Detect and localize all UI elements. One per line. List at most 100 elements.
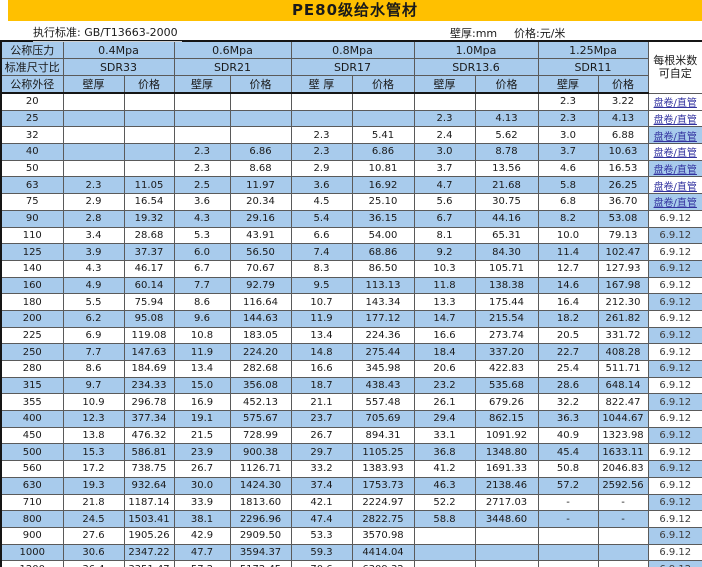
wall-thickness-cell bbox=[62, 126, 125, 145]
wall-thickness-cell: 8.3 bbox=[290, 259, 353, 278]
price-cell: 2822.75 bbox=[351, 510, 415, 528]
length-option-link[interactable]: 盘卷/直管 bbox=[653, 98, 697, 110]
wall-thickness-cell: 30.0 bbox=[173, 476, 231, 495]
price-cell: 1187.14 bbox=[123, 493, 175, 512]
price-cell: 5.62 bbox=[474, 126, 539, 145]
price-cell: 44.16 bbox=[474, 209, 539, 228]
length-option-link[interactable]: 盘卷/直管 bbox=[653, 131, 697, 143]
diameter-cell: 450 bbox=[0, 426, 64, 445]
length-option-value: 6.9.12 bbox=[659, 346, 692, 358]
table-row: 20 2.3 3.22 盘卷/直管 bbox=[0, 92, 702, 111]
price-cell: 535.68 bbox=[474, 376, 539, 395]
price-cell: 16.53 bbox=[597, 159, 649, 178]
wall-thickness-cell: 2.5 bbox=[173, 176, 231, 195]
wall-thickness-cell: 9.5 bbox=[290, 276, 353, 295]
table-row: 710 21.8 1187.14 33.9 1813.60 42.1 2224.97 52.2… bbox=[0, 493, 702, 512]
price-cell: 10.81 bbox=[351, 159, 415, 178]
wall-thickness-cell: 10.0 bbox=[537, 226, 599, 245]
price-cell: 167.98 bbox=[597, 276, 649, 295]
wall-thickness-cell: 3.7 bbox=[413, 159, 476, 178]
diameter-cell: 180 bbox=[0, 293, 64, 311]
wall-col-header: 壁厚 bbox=[62, 75, 125, 94]
price-table-body: 20 2.3 3.22 盘卷/直管 25 2.3 4.13 2.3 4.13 盘卷/直管 32 2.3… bbox=[0, 92, 702, 567]
length-option-link[interactable]: 盘卷/直管 bbox=[653, 115, 697, 127]
price-cell bbox=[351, 92, 415, 111]
wall-thickness-cell: 8.6 bbox=[173, 293, 231, 311]
length-cell[interactable]: 盘卷/直管 bbox=[647, 109, 702, 128]
length-cell: 6.9.12 bbox=[647, 293, 702, 311]
wall-thickness-cell: 33.9 bbox=[173, 493, 231, 512]
price-cell: 113.13 bbox=[351, 276, 415, 295]
price-cell: 224.20 bbox=[229, 343, 292, 361]
diameter-cell: 280 bbox=[0, 360, 64, 378]
price-cell bbox=[597, 526, 649, 545]
table-row: 900 27.6 1905.26 42.9 2909.50 53.3 3570.98 6.9.… bbox=[0, 526, 702, 545]
length-cell: 6.9.12 bbox=[647, 243, 702, 261]
price-cell: 184.69 bbox=[123, 360, 175, 378]
wall-thickness-cell: 2.9 bbox=[290, 159, 353, 178]
length-cell[interactable]: 盘卷/直管 bbox=[647, 126, 702, 145]
length-cell: 6.9.12 bbox=[647, 510, 702, 528]
price-cell bbox=[474, 560, 539, 567]
wall-thickness-cell: 37.4 bbox=[290, 476, 353, 495]
price-cell: 11.05 bbox=[123, 176, 175, 195]
wall-thickness-cell: 38.1 bbox=[173, 510, 231, 528]
wall-thickness-cell: 3.4 bbox=[62, 226, 125, 245]
wall-thickness-cell: 2.9 bbox=[62, 193, 125, 211]
diameter-cell: 63 bbox=[0, 176, 64, 195]
wall-thickness-cell: 27.6 bbox=[62, 526, 125, 545]
wall-thickness-cell: 5.5 bbox=[62, 293, 125, 311]
wall-thickness-cell: 13.3 bbox=[413, 293, 476, 311]
price-cell: 46.17 bbox=[123, 259, 175, 278]
length-option-value: 6.9.12 bbox=[659, 513, 692, 525]
wall-thickness-cell bbox=[413, 560, 476, 567]
length-option-link[interactable]: 盘卷/直管 bbox=[653, 181, 697, 193]
price-cell: 2046.83 bbox=[597, 460, 649, 478]
wall-thickness-cell: 3.9 bbox=[62, 243, 125, 261]
diameter-cell: 20 bbox=[0, 92, 64, 111]
price-col-header: 价格 bbox=[597, 75, 649, 94]
length-cell[interactable]: 盘卷/直管 bbox=[647, 176, 702, 195]
length-option-value: 6.9.12 bbox=[659, 263, 692, 275]
wall-thickness-cell bbox=[62, 92, 125, 111]
length-option-link[interactable]: 盘卷/直管 bbox=[653, 148, 697, 160]
price-cell: 144.63 bbox=[229, 309, 292, 328]
diameter-cell: 1000 bbox=[0, 543, 64, 562]
price-cell: 127.93 bbox=[597, 259, 649, 278]
price-cell: 1905.26 bbox=[123, 526, 175, 545]
price-cell bbox=[474, 526, 539, 545]
length-cell: 6.9.12 bbox=[647, 309, 702, 328]
length-option-link[interactable]: 盘卷/直管 bbox=[653, 165, 697, 177]
sdr-group-11: SDR11 bbox=[537, 58, 649, 76]
wall-thickness-cell: 2.4 bbox=[413, 126, 476, 145]
wall-thickness-cell: 16.9 bbox=[173, 393, 231, 412]
wall-thickness-cell bbox=[290, 92, 353, 111]
wall-thickness-cell: 52.2 bbox=[413, 493, 476, 512]
wall-thickness-cell: 6.9 bbox=[62, 326, 125, 345]
length-cell[interactable]: 盘卷/直管 bbox=[647, 92, 702, 111]
wall-thickness-cell: 2.3 bbox=[290, 126, 353, 145]
length-cell[interactable]: 盘卷/直管 bbox=[647, 159, 702, 178]
length-cell[interactable]: 盘卷/直管 bbox=[647, 143, 702, 161]
price-cell: - bbox=[597, 493, 649, 512]
wall-thickness-cell: 16.4 bbox=[537, 293, 599, 311]
wall-thickness-cell: 26.7 bbox=[290, 426, 353, 445]
wall-thickness-cell: 4.3 bbox=[173, 209, 231, 228]
price-cell: 1503.41 bbox=[123, 510, 175, 528]
price-cell: 2224.97 bbox=[351, 493, 415, 512]
wall-thickness-cell: 3.6 bbox=[173, 193, 231, 211]
standard-text: 执行标准: GB/T13663-2000 bbox=[33, 24, 182, 42]
length-cell[interactable]: 盘卷/直管 bbox=[647, 193, 702, 211]
price-cell: 900.38 bbox=[229, 443, 292, 462]
length-option-link[interactable]: 盘卷/直管 bbox=[653, 198, 697, 210]
price-cell: 1126.71 bbox=[229, 460, 292, 478]
wall-thickness-cell: 3.6 bbox=[290, 176, 353, 195]
wall-thickness-cell bbox=[537, 543, 599, 562]
page-title: PE80级给水管材 bbox=[8, 0, 702, 21]
wall-thickness-cell: 40.9 bbox=[537, 426, 599, 445]
price-cell: 25.10 bbox=[351, 193, 415, 211]
price-cell: 2909.50 bbox=[229, 526, 292, 545]
wall-thickness-cell: 6.2 bbox=[62, 309, 125, 328]
wall-thickness-cell: 33.2 bbox=[290, 460, 353, 478]
price-cell: 215.54 bbox=[474, 309, 539, 328]
